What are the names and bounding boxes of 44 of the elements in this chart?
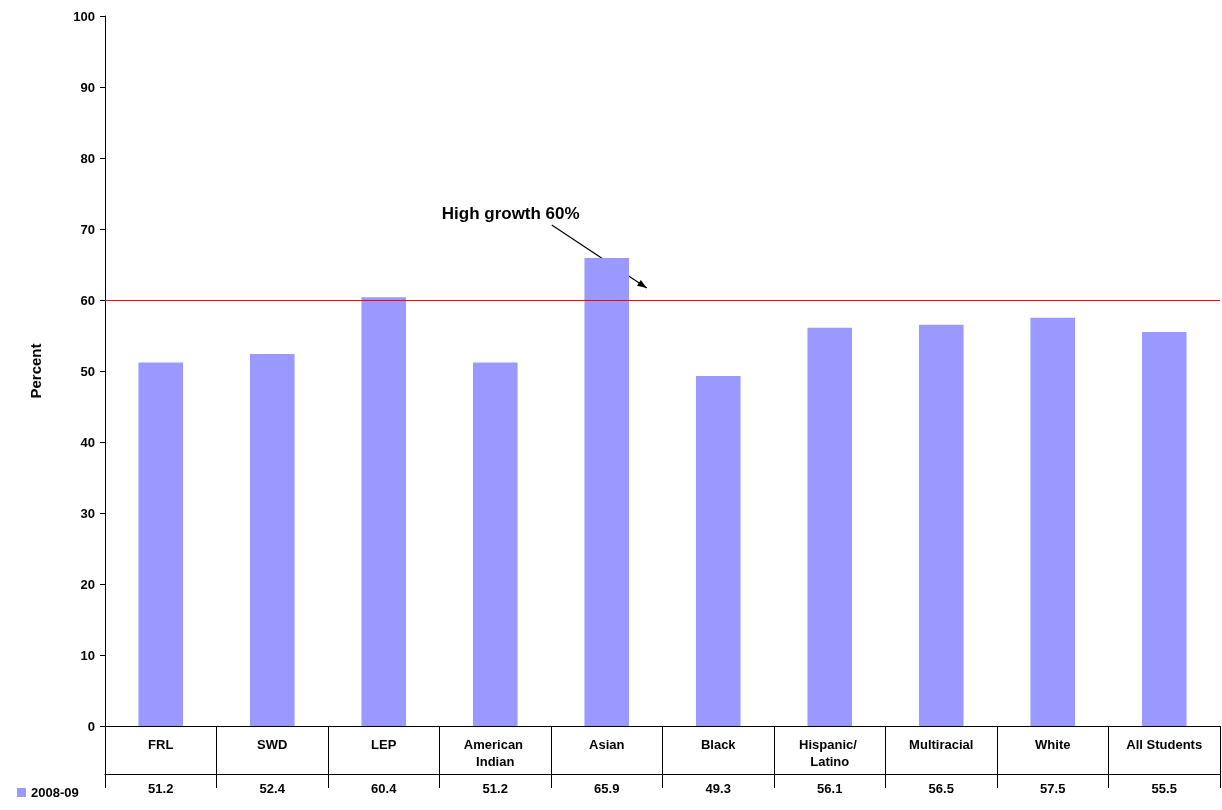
data-label: 65.9	[594, 781, 620, 796]
x-tick-label: SWD	[257, 737, 288, 752]
bar	[807, 327, 853, 726]
y-tick-label: 20	[80, 576, 95, 592]
bar	[584, 258, 630, 726]
bar	[138, 362, 184, 726]
bar	[249, 353, 295, 726]
annotation: High growth 60%	[441, 204, 580, 223]
y-tick-label: 60	[80, 292, 95, 308]
x-tick-label: LEP	[371, 737, 397, 752]
x-tick-label: Hispanic/ Latino	[799, 737, 861, 769]
data-label: 56.1	[817, 781, 843, 796]
bar	[918, 324, 964, 726]
data-label: 49.3	[705, 781, 731, 796]
data-label: 51.2	[482, 781, 508, 796]
x-tick-label: White	[1035, 737, 1071, 752]
bar	[1141, 331, 1187, 726]
data-label: 52.4	[259, 781, 286, 796]
bar	[361, 297, 407, 726]
y-tick-label: 70	[80, 221, 95, 237]
y-tick-label: 40	[80, 434, 95, 450]
legend-label: 2008-09	[31, 785, 79, 800]
x-tick-label: American Indian	[463, 737, 527, 769]
x-tick-label: FRL	[148, 737, 174, 752]
y-tick-label: 0	[87, 718, 95, 734]
bar	[472, 362, 518, 726]
x-tick-label: Asian	[589, 737, 625, 752]
y-tick-label: 50	[80, 363, 95, 379]
data-label: 57.5	[1040, 781, 1066, 796]
bar	[1030, 317, 1076, 726]
x-tick-label: Black	[700, 737, 737, 752]
y-tick-label: 100	[73, 8, 95, 24]
data-label: 51.2	[148, 781, 174, 796]
data-label: 60.4	[371, 781, 398, 796]
x-tick-label: All Students	[1126, 737, 1203, 752]
bar	[695, 375, 741, 726]
y-tick-label: 30	[80, 505, 95, 521]
data-label: 56.5	[928, 781, 954, 796]
x-tick-label: Multiracial	[909, 737, 974, 752]
y-tick-label: 80	[80, 150, 95, 166]
y-tick-label: 90	[80, 79, 95, 95]
data-label: 55.5	[1151, 781, 1177, 796]
y-axis-title: Percent	[27, 343, 44, 399]
y-tick-label: 10	[80, 647, 95, 663]
